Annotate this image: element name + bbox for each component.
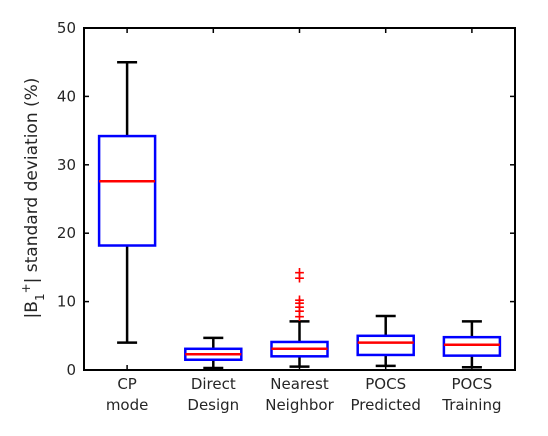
outlier-marker: +: [294, 309, 306, 325]
plot-area: +++++++: [97, 60, 502, 370]
y-tick-label: 20: [57, 224, 76, 242]
outlier-marker: +: [294, 303, 306, 319]
x-tick-label-line2: Neighbor: [265, 396, 334, 414]
box-iqr: [442, 335, 502, 357]
x-tick-label: CP: [117, 375, 137, 393]
box-iqr: [97, 134, 157, 247]
x-tick-label-line2: Predicted: [350, 396, 420, 414]
box-group: +++++++: [270, 265, 329, 368]
x-tick-label: Nearest: [270, 375, 329, 393]
y-tick-label: 30: [57, 156, 76, 174]
x-tick-label: Direct: [191, 375, 236, 393]
outlier-marker: +: [294, 293, 306, 309]
y-axis-label-superscript: +: [19, 283, 33, 293]
y-axis-label-prefix: |B: [22, 301, 42, 318]
box-group: [442, 320, 502, 369]
outlier-marker: +: [294, 265, 306, 281]
y-tick-label: 40: [57, 87, 76, 105]
y-tick-label: 0: [66, 361, 76, 379]
x-tick-label-line2: Design: [187, 396, 239, 414]
y-axis-label: |B1+| standard deviation (%): [19, 78, 47, 319]
y-tick-label: 50: [57, 19, 76, 37]
x-tick-label-line2: mode: [106, 396, 149, 414]
box-group: [184, 336, 243, 370]
y-tick-label: 10: [57, 293, 76, 311]
outlier-marker: +: [294, 299, 306, 315]
outlier-marker: +: [294, 271, 306, 287]
box-iqr: [356, 334, 415, 357]
y-axis-label-text: |B1+| standard deviation (%): [19, 78, 47, 319]
box-group: [356, 314, 415, 368]
y-axis-label-subscript: 1: [33, 293, 47, 301]
x-tick-label: POCS: [451, 375, 492, 393]
x-tick-label: POCS: [365, 375, 406, 393]
x-tick-label-line2: Training: [441, 396, 501, 414]
box-group: [97, 60, 157, 344]
outlier-marker: +: [294, 295, 306, 311]
y-axis-label-suffix: | standard deviation (%): [22, 78, 42, 284]
axis-ticks: 0 10 20 30 40 50 CP mode Direct Design Nearest Neig…: [57, 19, 515, 414]
